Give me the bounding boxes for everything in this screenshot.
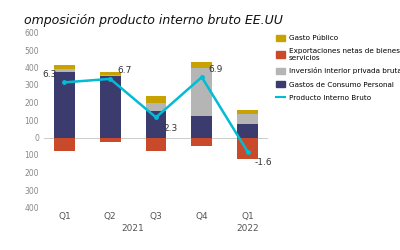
Bar bbox=[146, 111, 166, 138]
Bar bbox=[54, 69, 75, 72]
Bar bbox=[100, 76, 120, 138]
Text: 6.3: 6.3 bbox=[42, 70, 57, 79]
Bar bbox=[192, 62, 212, 68]
Text: omposición producto interno bruto EE.UU: omposición producto interno bruto EE.UU bbox=[24, 14, 283, 27]
Bar bbox=[100, 74, 120, 76]
Bar bbox=[237, 138, 258, 160]
Bar bbox=[146, 102, 166, 111]
Bar bbox=[54, 65, 75, 69]
Bar bbox=[100, 138, 120, 142]
Bar bbox=[192, 138, 212, 146]
Bar bbox=[237, 114, 258, 124]
Text: -1.6: -1.6 bbox=[254, 158, 272, 168]
Bar bbox=[146, 96, 166, 102]
Bar bbox=[237, 124, 258, 138]
Bar bbox=[237, 110, 258, 114]
Text: 6.9: 6.9 bbox=[209, 64, 223, 74]
Bar bbox=[192, 68, 212, 116]
Bar bbox=[146, 138, 166, 150]
Legend: Gasto Público, Exportaciones netas de bienes y
servicios, Inversión interior pri: Gasto Público, Exportaciones netas de bi… bbox=[274, 32, 400, 103]
Text: 2022: 2022 bbox=[236, 224, 259, 233]
Bar bbox=[54, 138, 75, 150]
Text: 2021: 2021 bbox=[122, 224, 144, 233]
Bar bbox=[100, 72, 120, 74]
Bar bbox=[192, 116, 212, 138]
Text: 6.7: 6.7 bbox=[117, 66, 132, 75]
Bar bbox=[54, 72, 75, 138]
Text: 2.3: 2.3 bbox=[163, 124, 177, 133]
